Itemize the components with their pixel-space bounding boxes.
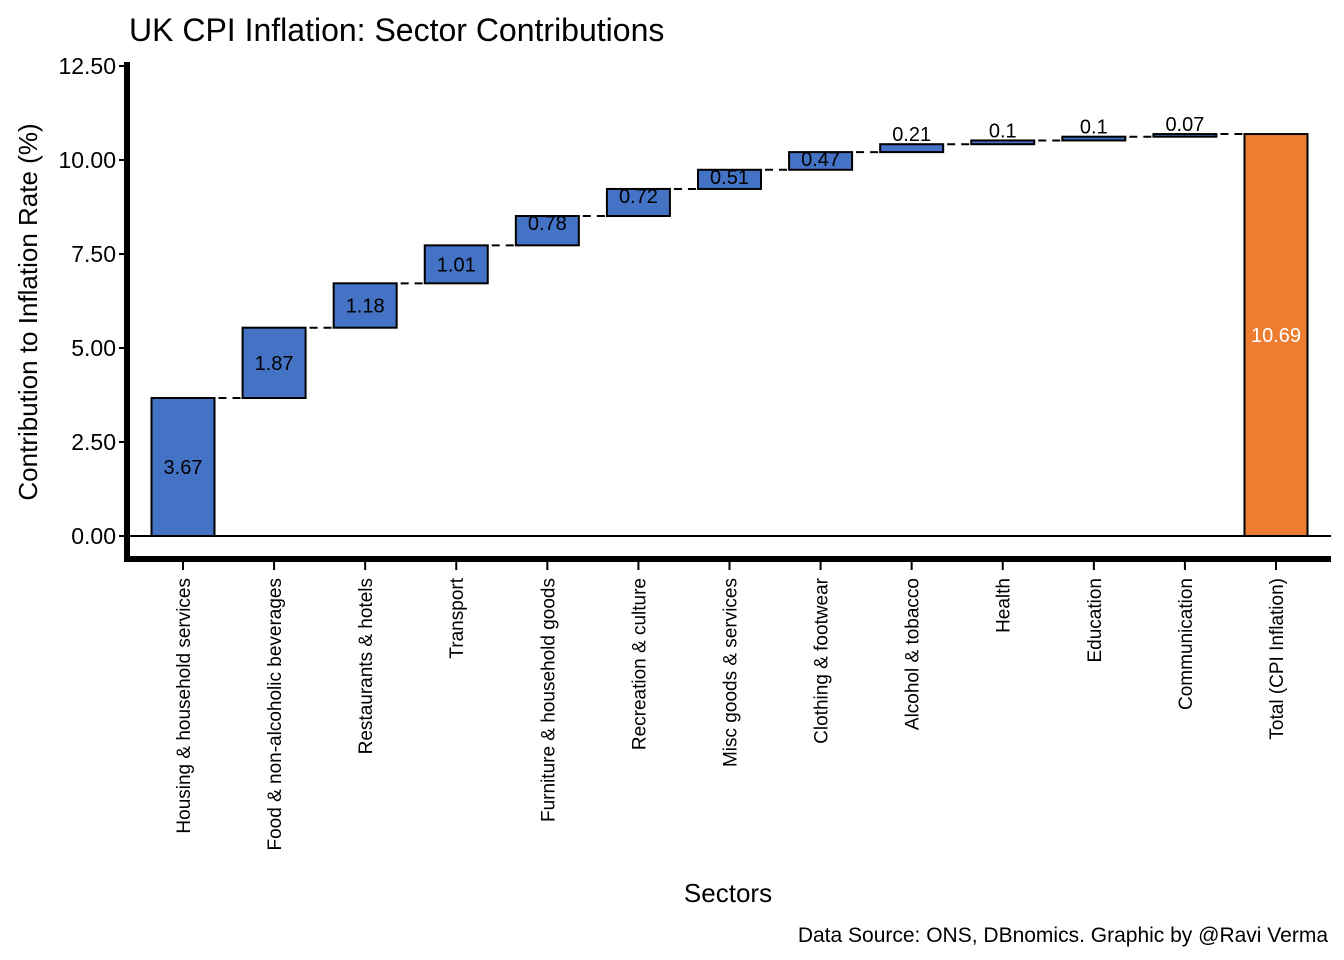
bar-value-label: 3.67 (164, 457, 203, 479)
bar-value-label: 0.21 (892, 124, 931, 146)
contribution-bar (514, 215, 580, 247)
chart-caption: Data Source: ONS, DBnomics. Graphic by @… (798, 924, 1328, 947)
x-tick-label: Food & non-alcoholic beverages (265, 578, 286, 851)
y-tick-label: 10.00 (58, 147, 116, 173)
contribution-bar (970, 139, 1036, 146)
y-ticks: 0.00 2.50 5.00 7.50 10.00 12.50 (58, 53, 127, 549)
y-tick-label: 7.50 (71, 241, 116, 267)
contribution-bar (241, 326, 307, 400)
value-labels: 3.67 1.87 1.18 1.01 0.78 0.72 0.51 0.47 0.21 0.1 0… (164, 114, 1301, 479)
bar-value-label: 0.78 (528, 213, 567, 235)
contribution-bar (423, 244, 489, 285)
y-tick-label: 12.50 (58, 53, 116, 79)
x-tick-label: Misc goods & services (720, 578, 741, 767)
contribution-bar (879, 143, 945, 154)
bar-value-label: 0.07 (1165, 114, 1204, 136)
total-value-label: 10.69 (1251, 325, 1301, 347)
contribution-bar (696, 168, 762, 190)
contribution-bar (332, 282, 398, 329)
x-ticks: Housing & household services Food & non-a… (174, 562, 1288, 851)
x-tick-label: Health (994, 578, 1015, 633)
x-tick-label: Communication (1176, 578, 1197, 710)
bar-value-label: 0.1 (1080, 117, 1108, 139)
x-tick-label: Restaurants & hotels (356, 578, 377, 754)
x-tick-label: Recreation & culture (629, 578, 650, 750)
x-tick-label: Alcohol & tobacco (903, 578, 924, 730)
bar-value-label: 1.18 (346, 296, 385, 318)
x-tick-label: Housing & household services (174, 578, 195, 834)
bar-value-label: 0.47 (801, 149, 840, 171)
bar-value-label: 0.1 (989, 120, 1017, 142)
contribution-bar (605, 187, 671, 218)
y-axis-label: Contribution to Inflation Rate (%) (13, 123, 43, 500)
bar-value-label: 0.51 (710, 167, 749, 189)
bar-value-label: 0.72 (619, 186, 658, 208)
x-tick-label: Total (CPI Inflation) (1267, 578, 1288, 740)
x-axis-label: Sectors (684, 878, 772, 908)
contribution-bar (788, 151, 854, 171)
contribution-bar (150, 397, 216, 537)
y-tick-label: 5.00 (71, 335, 116, 361)
x-tick-label: Clothing & footwear (812, 577, 833, 743)
connector-lines (214, 133, 1245, 400)
bars (150, 133, 1309, 537)
x-tick-label: Furniture & household goods (538, 578, 559, 822)
contribution-bar (1152, 133, 1218, 138)
bar-value-label: 1.87 (255, 353, 294, 375)
total-bar (1243, 133, 1309, 537)
bar-value-label: 1.01 (437, 254, 476, 276)
x-tick-label: Transport (447, 577, 468, 658)
x-tick-label: Education (1085, 578, 1106, 663)
chart-title: UK CPI Inflation: Sector Contributions (129, 12, 664, 48)
y-tick-label: 0.00 (71, 523, 116, 549)
y-tick-label: 2.50 (71, 429, 116, 455)
contribution-bar (1061, 135, 1127, 142)
